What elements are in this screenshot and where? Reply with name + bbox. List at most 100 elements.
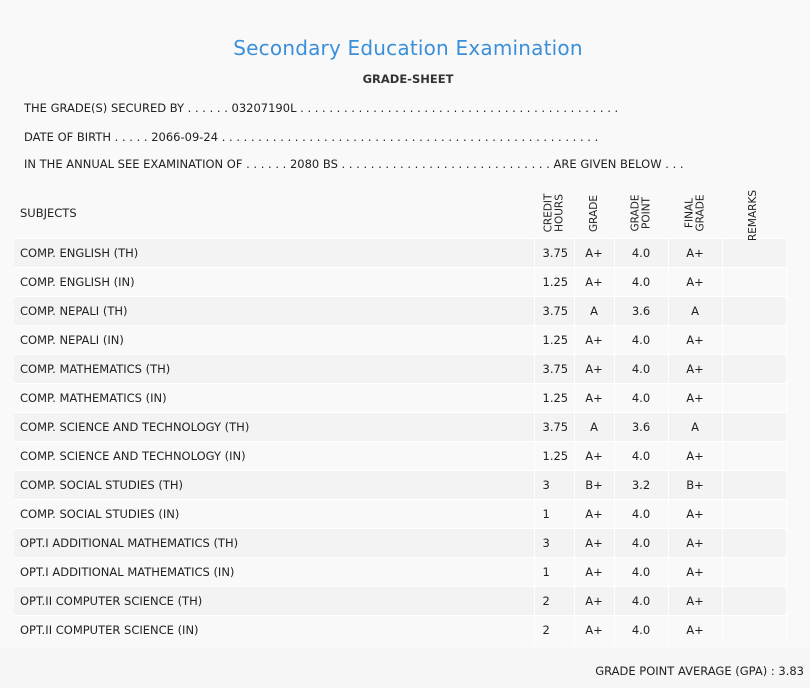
remarks-cell	[721, 528, 787, 558]
subject-cell: COMP. ENGLISH (TH)	[14, 238, 534, 268]
credit-hours-cell: 1	[533, 499, 574, 529]
credit-hours-cell: 2	[533, 615, 574, 644]
remarks-cell	[721, 470, 787, 500]
grade-cell: A+	[573, 383, 614, 413]
credit-hours-cell: 1.25	[533, 267, 574, 297]
remarks-cell	[721, 267, 787, 297]
footer-bar	[0, 648, 810, 688]
table-row: COMP. ENGLISH (TH) 3.75 A+ 4.0 A+	[14, 238, 787, 268]
final-grade-cell: A+	[667, 325, 722, 355]
subject-cell: COMP. ENGLISH (IN)	[14, 267, 534, 297]
subject-cell: COMP. SOCIAL STUDIES (IN)	[14, 499, 534, 529]
grade-point-cell: 3.2	[613, 470, 668, 500]
grade-cell: A+	[573, 499, 614, 529]
grade-point-cell: 3.6	[613, 412, 668, 442]
credit-hours-cell: 3.75	[533, 296, 574, 326]
credit-hours-cell: 3.75	[533, 238, 574, 268]
credit-hours-cell: 1	[533, 557, 574, 587]
final-grade-cell: A+	[667, 354, 722, 384]
column-header-remarks: REMARKS	[722, 188, 786, 241]
grade-cell: A+	[573, 586, 614, 616]
subject-cell: OPT.I ADDITIONAL MATHEMATICS (IN)	[14, 557, 534, 587]
gpa-summary: GRADE POINT AVERAGE (GPA) : 3.83	[595, 664, 804, 678]
exam-line: IN THE ANNUAL SEE EXAMINATION OF . . . .…	[24, 157, 684, 171]
remarks-cell	[721, 441, 787, 471]
final-grade-cell: A+	[667, 267, 722, 297]
table-row: COMP. SOCIAL STUDIES (TH) 3 B+ 3.2 B+	[14, 470, 787, 500]
grade-point-cell: 4.0	[613, 441, 668, 471]
credit-hours-cell: 3.75	[533, 354, 574, 384]
table-row: OPT.II COMPUTER SCIENCE (TH) 2 A+ 4.0 A+	[14, 586, 787, 616]
table-row: OPT.I ADDITIONAL MATHEMATICS (IN) 1 A+ 4.0 A…	[14, 557, 787, 587]
subject-cell: OPT.II COMPUTER SCIENCE (IN)	[14, 615, 534, 644]
remarks-cell	[721, 354, 787, 384]
grade-cell: A+	[573, 615, 614, 644]
final-grade-cell: A+	[667, 528, 722, 558]
date-of-birth-line: DATE OF BIRTH . . . . . 2066-09-24 . . .…	[24, 130, 599, 144]
final-grade-cell: A+	[667, 441, 722, 471]
grade-point-cell: 4.0	[613, 499, 668, 529]
subject-cell: COMP. NEPALI (IN)	[14, 325, 534, 355]
table-row: OPT.I ADDITIONAL MATHEMATICS (TH) 3 A+ 4.0 A…	[14, 528, 787, 558]
credit-hours-cell: 3	[533, 528, 574, 558]
subject-cell: COMP. SOCIAL STUDIES (TH)	[14, 470, 534, 500]
credit-hours-cell: 2	[533, 586, 574, 616]
table-row: COMP. SOCIAL STUDIES (IN) 1 A+ 4.0 A+	[14, 499, 787, 529]
grade-cell: A	[573, 412, 614, 442]
grade-cell: A+	[573, 528, 614, 558]
column-header-final-grade: FINAL GRADE	[668, 188, 722, 239]
final-grade-cell: A	[667, 296, 722, 326]
grade-point-cell: 4.0	[613, 238, 668, 268]
credit-hours-cell: 1.25	[533, 383, 574, 413]
grade-cell: A+	[573, 557, 614, 587]
table-row: COMP. MATHEMATICS (IN) 1.25 A+ 4.0 A+	[14, 383, 787, 413]
grade-point-cell: 4.0	[613, 586, 668, 616]
subject-cell: COMP. MATHEMATICS (TH)	[14, 354, 534, 384]
grade-point-cell: 4.0	[613, 383, 668, 413]
grade-cell: A+	[573, 238, 614, 268]
final-grade-cell: A+	[667, 383, 722, 413]
table-row: COMP. MATHEMATICS (TH) 3.75 A+ 4.0 A+	[14, 354, 787, 384]
table-row: COMP. ENGLISH (IN) 1.25 A+ 4.0 A+	[14, 267, 787, 297]
credit-hours-cell: 1.25	[533, 441, 574, 471]
remarks-cell	[721, 615, 787, 644]
subject-cell: COMP. MATHEMATICS (IN)	[14, 383, 534, 413]
grades-table: SUBJECTS CREDIT HOURS GRADE GRADE POINT FI…	[14, 188, 787, 644]
table-row: COMP. SCIENCE AND TECHNOLOGY (IN) 1.25 A+ 4…	[14, 441, 787, 471]
page-subtitle: GRADE-SHEET	[362, 72, 454, 86]
grade-cell: A	[573, 296, 614, 326]
grades-table-body: COMP. ENGLISH (TH) 3.75 A+ 4.0 A+ COMP. ENGLI…	[14, 238, 787, 644]
page-title: Secondary Education Examination	[233, 36, 583, 60]
final-grade-cell: A+	[667, 586, 722, 616]
remarks-cell	[721, 499, 787, 529]
grade-cell: A+	[573, 441, 614, 471]
grade-cell: A+	[573, 325, 614, 355]
remarks-cell	[721, 557, 787, 587]
column-header-credit-hours: CREDIT HOURS	[534, 188, 574, 239]
grade-point-cell: 4.0	[613, 615, 668, 644]
table-header-row: SUBJECTS CREDIT HOURS GRADE GRADE POINT FI…	[14, 188, 786, 241]
secured-by-line: THE GRADE(S) SECURED BY . . . . . . 0320…	[24, 101, 619, 115]
grade-cell: B+	[573, 470, 614, 500]
grade-point-cell: 4.0	[613, 354, 668, 384]
subject-cell: OPT.I ADDITIONAL MATHEMATICS (TH)	[14, 528, 534, 558]
column-header-grade-point: GRADE POINT	[614, 188, 668, 239]
remarks-cell	[721, 383, 787, 413]
remarks-cell	[721, 296, 787, 326]
remarks-cell	[721, 412, 787, 442]
subject-cell: COMP. NEPALI (TH)	[14, 296, 534, 326]
subject-cell: OPT.II COMPUTER SCIENCE (TH)	[14, 586, 534, 616]
column-header-subjects: SUBJECTS	[14, 188, 534, 239]
table-row: COMP. SCIENCE AND TECHNOLOGY (TH) 3.75 A 3.…	[14, 412, 787, 442]
table-row: COMP. NEPALI (TH) 3.75 A 3.6 A	[14, 296, 787, 326]
grade-point-cell: 4.0	[613, 528, 668, 558]
remarks-cell	[721, 586, 787, 616]
final-grade-cell: A	[667, 412, 722, 442]
final-grade-cell: A+	[667, 238, 722, 268]
subject-cell: COMP. SCIENCE AND TECHNOLOGY (IN)	[14, 441, 534, 471]
credit-hours-cell: 3	[533, 470, 574, 500]
final-grade-cell: A+	[667, 557, 722, 587]
credit-hours-cell: 1.25	[533, 325, 574, 355]
final-grade-cell: A+	[667, 615, 722, 644]
